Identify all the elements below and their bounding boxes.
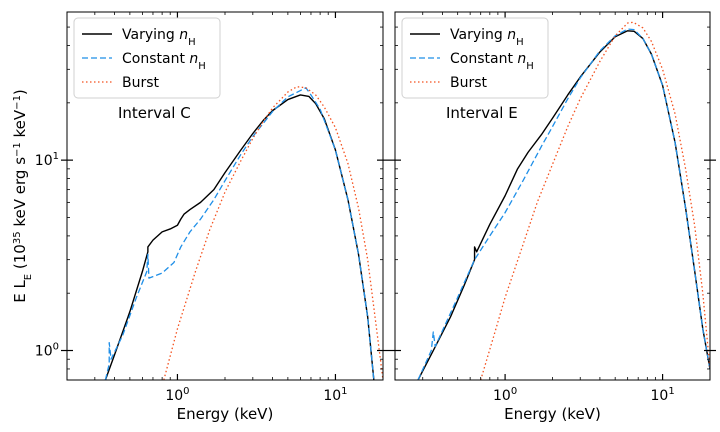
legend-label: Constant nH <box>122 51 206 72</box>
legend: Varying nH Constant nH Burst <box>401 17 549 99</box>
series-line-dotted <box>480 21 710 380</box>
legend-label: Burst <box>122 75 160 91</box>
legend-label: Varying nH <box>122 27 196 48</box>
panel-interval-c: 100 101 100 101 Energy (keV) E LE (1035 keV e… <box>11 11 389 423</box>
legend-label: Varying nH <box>450 27 524 48</box>
y-tick-label: 100 <box>35 342 59 360</box>
y-tick-label: 101 <box>35 151 59 169</box>
panel-interval-e: 100 101 Energy (keV) Varying nH Constant nH B… <box>389 11 716 423</box>
legend-label: Burst <box>450 75 488 91</box>
legend-label: Constant nH <box>450 51 534 72</box>
series-group <box>417 21 710 380</box>
series-line-dashed <box>417 28 710 380</box>
legend-box <box>73 17 221 99</box>
interval-annotation: Interval C <box>118 104 191 122</box>
legend-box <box>401 17 549 99</box>
interval-annotation: Interval E <box>446 104 518 122</box>
x-axis-label: Energy (keV) <box>177 405 274 423</box>
x-tick-label: 100 <box>493 386 517 404</box>
x-tick-label: 101 <box>650 386 674 404</box>
y-axis-label: E LE (1035 keV erg s−1 keV−1) <box>11 89 34 303</box>
tick-marks <box>389 11 716 381</box>
series-group <box>104 86 383 380</box>
x-axis-label: Energy (keV) <box>504 405 601 423</box>
series-line-dotted <box>163 86 383 380</box>
legend: Varying nH Constant nH Burst <box>73 17 221 99</box>
x-tick-label: 101 <box>323 386 347 404</box>
x-tick-label: 100 <box>165 386 189 404</box>
series-line-solid <box>104 94 375 380</box>
tick-marks <box>61 11 389 381</box>
series-line-dashed <box>104 87 375 380</box>
